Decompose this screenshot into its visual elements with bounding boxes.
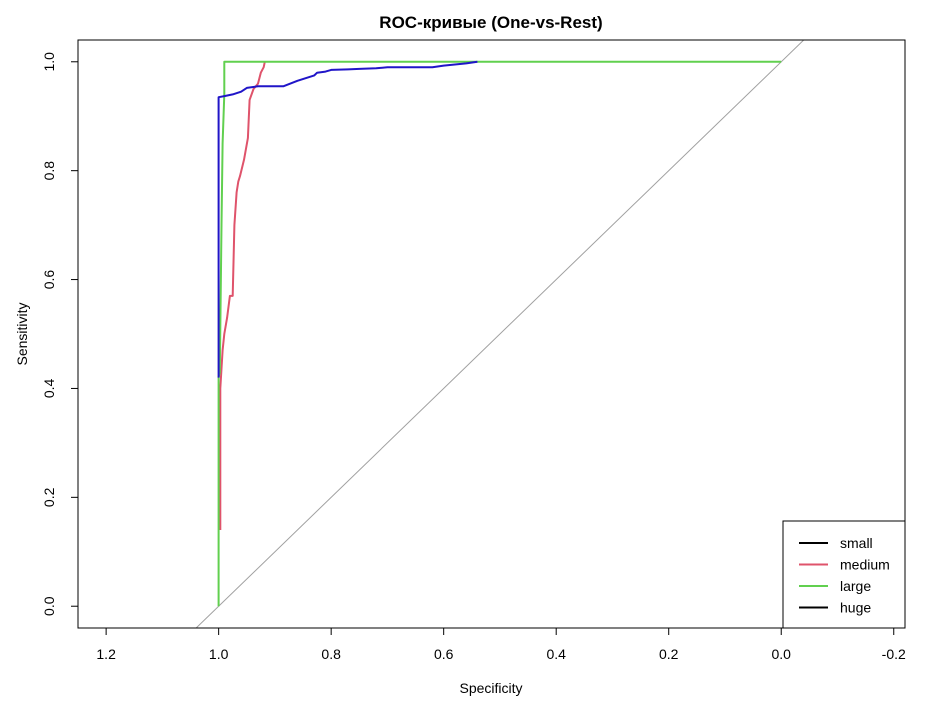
plot-frame — [77, 39, 906, 629]
y-tick-label: 0.6 — [41, 270, 57, 290]
legend-label-small: small — [840, 535, 873, 551]
legend-box — [782, 520, 906, 629]
series-line-unlabeled-4 — [217, 60, 478, 378]
x-tick-label: 0.6 — [434, 646, 454, 662]
y-tick-label: 0.4 — [41, 379, 57, 399]
y-tick-label: 0.2 — [41, 487, 57, 507]
y-tick-label: 1.0 — [41, 52, 57, 72]
chart-title: ROC-кривые (One-vs-Rest) — [379, 13, 602, 32]
x-tick-label: 0.0 — [771, 646, 791, 662]
reference-diagonal-line — [195, 40, 805, 628]
x-tick-label: 1.2 — [96, 646, 116, 662]
x-tick-label: -0.2 — [882, 646, 906, 662]
legend-label-huge: huge — [840, 600, 871, 616]
x-axis-label: Specificity — [459, 680, 522, 696]
reference-diagonal-layer — [195, 40, 805, 628]
x-tick-label: 0.8 — [321, 646, 341, 662]
y-tick-label: 0.0 — [41, 596, 57, 616]
y-axis-label: Sensitivity — [14, 302, 30, 365]
x-tick-label: 0.4 — [546, 646, 566, 662]
x-tick-label: 1.0 — [209, 646, 229, 662]
y-axis: 0.0 0.2 0.4 0.6 0.8 1.0 — [41, 52, 79, 616]
series-line-medium — [219, 61, 266, 530]
x-tick-label: 0.2 — [659, 646, 679, 662]
legend: small medium large huge — [782, 520, 906, 629]
x-axis: 1.2 1.0 0.8 0.6 0.4 0.2 0.0 -0.2 — [96, 627, 906, 662]
legend-label-medium: medium — [840, 557, 890, 573]
series-layer — [217, 60, 782, 607]
y-tick-label: 0.8 — [41, 161, 57, 181]
legend-label-large: large — [840, 578, 871, 594]
